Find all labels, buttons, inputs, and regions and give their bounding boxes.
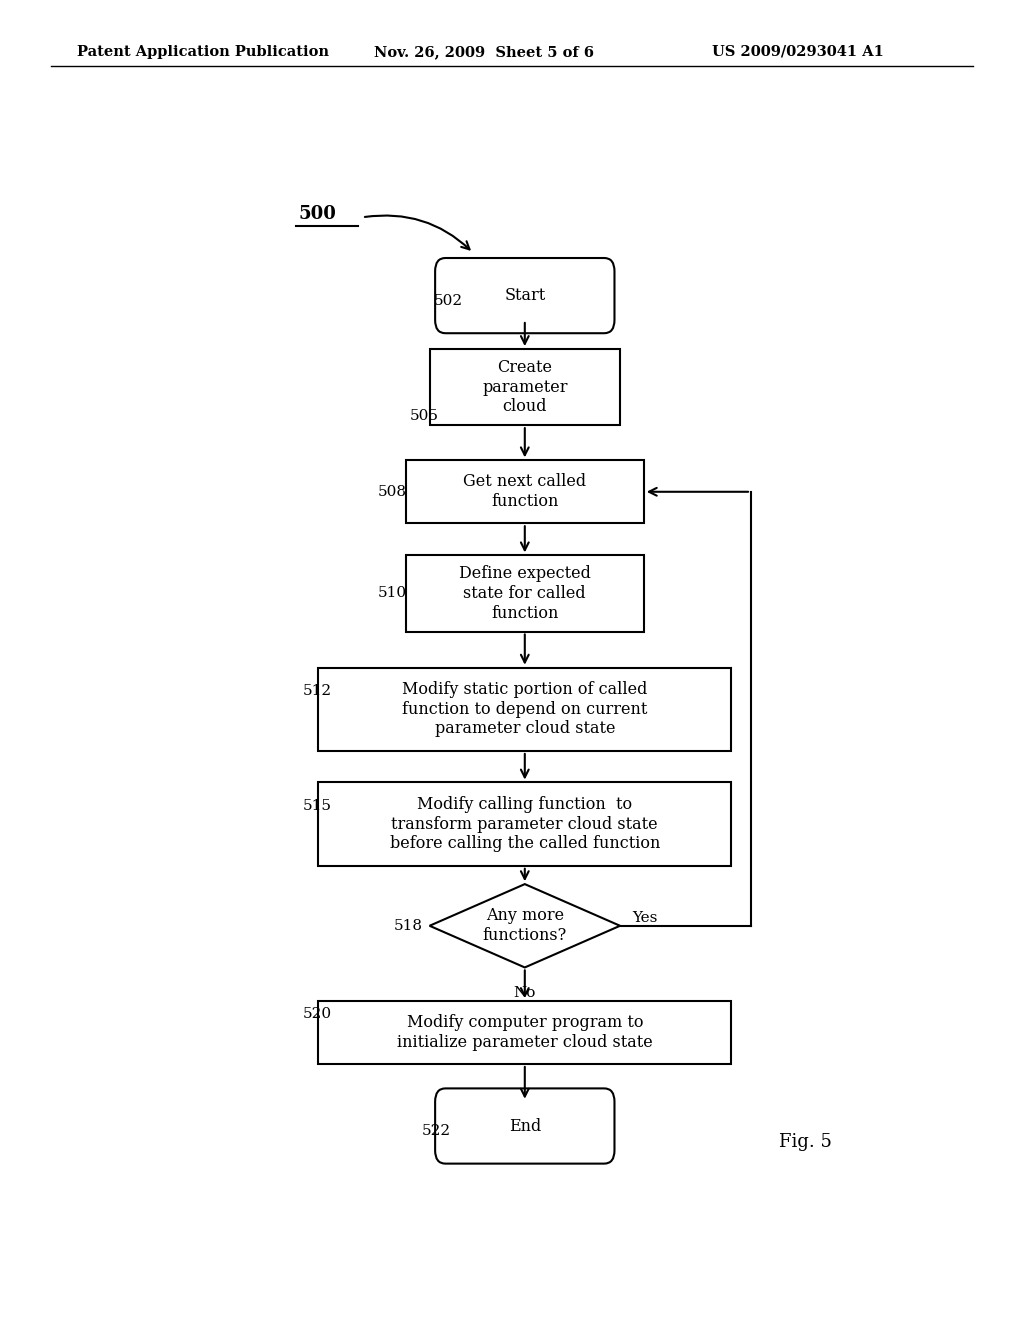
- Text: Start: Start: [504, 288, 546, 304]
- Text: 508: 508: [378, 484, 407, 499]
- Text: Create
parameter
cloud: Create parameter cloud: [482, 359, 567, 416]
- Text: Any more
functions?: Any more functions?: [482, 907, 567, 944]
- Text: US 2009/0293041 A1: US 2009/0293041 A1: [712, 45, 884, 59]
- Polygon shape: [430, 884, 620, 968]
- Text: Define expected
state for called
function: Define expected state for called functio…: [459, 565, 591, 622]
- Text: Patent Application Publication: Patent Application Publication: [77, 45, 329, 59]
- Bar: [430, 348, 621, 425]
- Text: Modify computer program to
initialize parameter cloud state: Modify computer program to initialize pa…: [397, 1014, 652, 1051]
- FancyBboxPatch shape: [435, 257, 614, 333]
- Bar: [406, 556, 644, 631]
- Bar: [318, 1001, 731, 1064]
- Bar: [318, 668, 731, 751]
- Text: 522: 522: [422, 1125, 451, 1138]
- Text: Yes: Yes: [632, 911, 657, 924]
- Text: 502: 502: [433, 293, 463, 308]
- Text: 500: 500: [299, 206, 337, 223]
- Bar: [406, 461, 644, 523]
- Text: 515: 515: [303, 799, 332, 813]
- Bar: [318, 783, 731, 866]
- Text: 510: 510: [378, 586, 408, 601]
- Text: Modify static portion of called
function to depend on current
parameter cloud st: Modify static portion of called function…: [402, 681, 647, 738]
- Text: Modify calling function  to
transform parameter cloud state
before calling the c: Modify calling function to transform par…: [389, 796, 660, 853]
- Text: 520: 520: [303, 1007, 332, 1022]
- Text: 518: 518: [394, 919, 423, 933]
- Text: 512: 512: [303, 684, 332, 698]
- Text: End: End: [509, 1118, 541, 1134]
- Text: 505: 505: [410, 409, 438, 422]
- Text: Get next called
function: Get next called function: [463, 474, 587, 510]
- Text: Fig. 5: Fig. 5: [778, 1134, 831, 1151]
- Text: No: No: [514, 986, 536, 999]
- Text: Nov. 26, 2009  Sheet 5 of 6: Nov. 26, 2009 Sheet 5 of 6: [374, 45, 594, 59]
- FancyBboxPatch shape: [435, 1089, 614, 1164]
